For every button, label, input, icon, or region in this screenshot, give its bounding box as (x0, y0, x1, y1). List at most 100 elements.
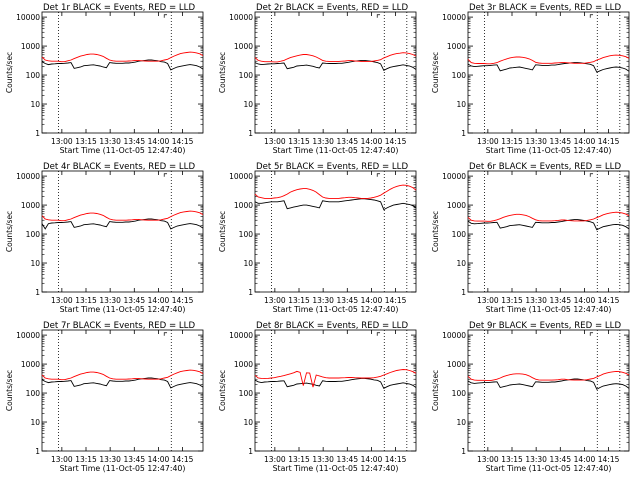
x-tick-label: 13:30 (312, 137, 334, 146)
corner-marker: ⌜ (589, 332, 594, 343)
corner-marker: ⌜ (163, 173, 168, 184)
detector-panel: Det 3r BLACK = Events, RED = LLD 1 10 100 10… (431, 3, 630, 155)
y-tick-label: 1000 (21, 42, 40, 51)
x-tick-label: 13:30 (525, 137, 547, 146)
x-axis-label: Start Time (11-Oct-05 12:47:40) (60, 305, 186, 314)
x-tick-label: 14:15 (172, 137, 194, 146)
x-tick-label: 13:45 (336, 137, 358, 146)
events-series-line (254, 59, 417, 72)
events-series-line (254, 198, 417, 211)
y-tick-label: 100 (26, 230, 41, 239)
y-tick-label: 1000 (234, 360, 253, 369)
corner-marker: ⌜ (376, 14, 381, 25)
events-series-line (254, 377, 417, 390)
panel-title: Det 7r BLACK = Events, RED = LLD (43, 321, 195, 331)
y-axis-label: Counts/sec (431, 52, 440, 93)
plot-frame (254, 170, 417, 293)
y-tick-label: 1 (35, 447, 40, 456)
x-tick-label: 14:15 (598, 455, 620, 464)
panel-title: Det 4r BLACK = Events, RED = LLD (43, 162, 195, 172)
y-tick-label: 10 (30, 418, 40, 427)
y-tick-label: 10000 (16, 331, 40, 340)
y-tick-label: 10 (243, 259, 253, 268)
detector-panel: Det 4r BLACK = Events, RED = LLD 1 10 100 10… (5, 162, 204, 314)
x-tick-label: 13:00 (477, 137, 499, 146)
x-tick-label: 14:00 (574, 296, 596, 305)
x-axis-label: Start Time (11-Oct-05 12:47:40) (60, 146, 186, 155)
y-tick-label: 1 (35, 129, 40, 138)
y-axis-label: Counts/sec (5, 370, 14, 411)
panel-title: Det 9r BLACK = Events, RED = LLD (469, 321, 621, 331)
x-tick-label: 14:00 (148, 296, 170, 305)
y-axis-label: Counts/sec (5, 52, 14, 93)
corner-marker: ⌜ (376, 332, 381, 343)
x-tick-label: 14:15 (598, 296, 620, 305)
plot-frame (467, 170, 630, 293)
panel-title: Det 8r BLACK = Events, RED = LLD (256, 321, 408, 331)
y-tick-label: 10 (243, 418, 253, 427)
x-tick-label: 13:45 (336, 296, 358, 305)
y-tick-label: 10 (456, 259, 466, 268)
x-tick-label: 13:30 (525, 296, 547, 305)
y-tick-label: 100 (26, 389, 41, 398)
events-series-line (467, 378, 630, 390)
y-tick-label: 100 (452, 71, 467, 80)
y-axis-label: Counts/sec (431, 370, 440, 411)
x-tick-label: 13:15 (75, 455, 97, 464)
lld-series-line (254, 369, 417, 388)
y-tick-label: 100 (239, 71, 254, 80)
panel-title: Det 6r BLACK = Events, RED = LLD (469, 162, 621, 172)
x-tick-label: 13:45 (123, 296, 145, 305)
x-tick-label: 14:00 (361, 455, 383, 464)
x-tick-label: 13:45 (123, 137, 145, 146)
x-axis-label: Start Time (11-Oct-05 12:47:40) (60, 464, 186, 473)
y-tick-label: 1 (248, 129, 253, 138)
x-tick-label: 13:45 (549, 137, 571, 146)
x-tick-label: 13:45 (123, 455, 145, 464)
x-tick-label: 13:15 (288, 137, 310, 146)
x-axis-label: Start Time (11-Oct-05 12:47:40) (486, 464, 612, 473)
x-tick-label: 13:15 (75, 296, 97, 305)
events-series-line (41, 218, 204, 230)
y-tick-label: 10 (30, 259, 40, 268)
y-tick-label: 10000 (229, 13, 253, 22)
panel-title: Det 3r BLACK = Events, RED = LLD (469, 3, 621, 13)
x-tick-label: 14:00 (148, 137, 170, 146)
y-tick-label: 10000 (442, 13, 466, 22)
x-tick-label: 13:30 (99, 137, 121, 146)
y-tick-label: 100 (239, 230, 254, 239)
x-tick-label: 13:00 (477, 455, 499, 464)
plot-frame (41, 170, 204, 293)
x-tick-label: 13:15 (501, 455, 523, 464)
panel-title: Det 2r BLACK = Events, RED = LLD (256, 3, 408, 13)
x-tick-label: 13:15 (75, 137, 97, 146)
x-tick-label: 13:00 (264, 455, 286, 464)
lld-series-line (467, 370, 630, 382)
lld-series-line (467, 54, 630, 65)
corner-marker: ⌜ (163, 14, 168, 25)
y-tick-label: 1000 (447, 360, 466, 369)
y-tick-label: 10 (243, 100, 253, 109)
panel-title: Det 1r BLACK = Events, RED = LLD (43, 3, 195, 13)
plot-frame (41, 329, 204, 452)
x-tick-label: 13:00 (477, 296, 499, 305)
x-tick-label: 13:00 (51, 296, 73, 305)
x-tick-label: 14:00 (574, 455, 596, 464)
y-axis-label: Counts/sec (218, 370, 227, 411)
y-tick-label: 1 (248, 447, 253, 456)
y-tick-label: 10 (30, 100, 40, 109)
panel-title: Det 5r BLACK = Events, RED = LLD (256, 162, 408, 172)
x-tick-label: 13:15 (501, 137, 523, 146)
x-axis-label: Start Time (11-Oct-05 12:47:40) (486, 146, 612, 155)
detector-panel: Det 8r BLACK = Events, RED = LLD 1 10 100 10… (218, 321, 417, 473)
x-tick-label: 13:00 (51, 137, 73, 146)
x-axis-label: Start Time (11-Oct-05 12:47:40) (273, 146, 399, 155)
y-tick-label: 100 (452, 230, 467, 239)
corner-marker: ⌜ (589, 173, 594, 184)
detector-panel: Det 2r BLACK = Events, RED = LLD 1 10 100 10… (218, 3, 417, 155)
lld-series-line (254, 52, 417, 63)
lld-series-line (41, 51, 204, 63)
lld-series-line (467, 211, 630, 222)
detector-panel: Det 6r BLACK = Events, RED = LLD 1 10 100 10… (431, 162, 630, 314)
